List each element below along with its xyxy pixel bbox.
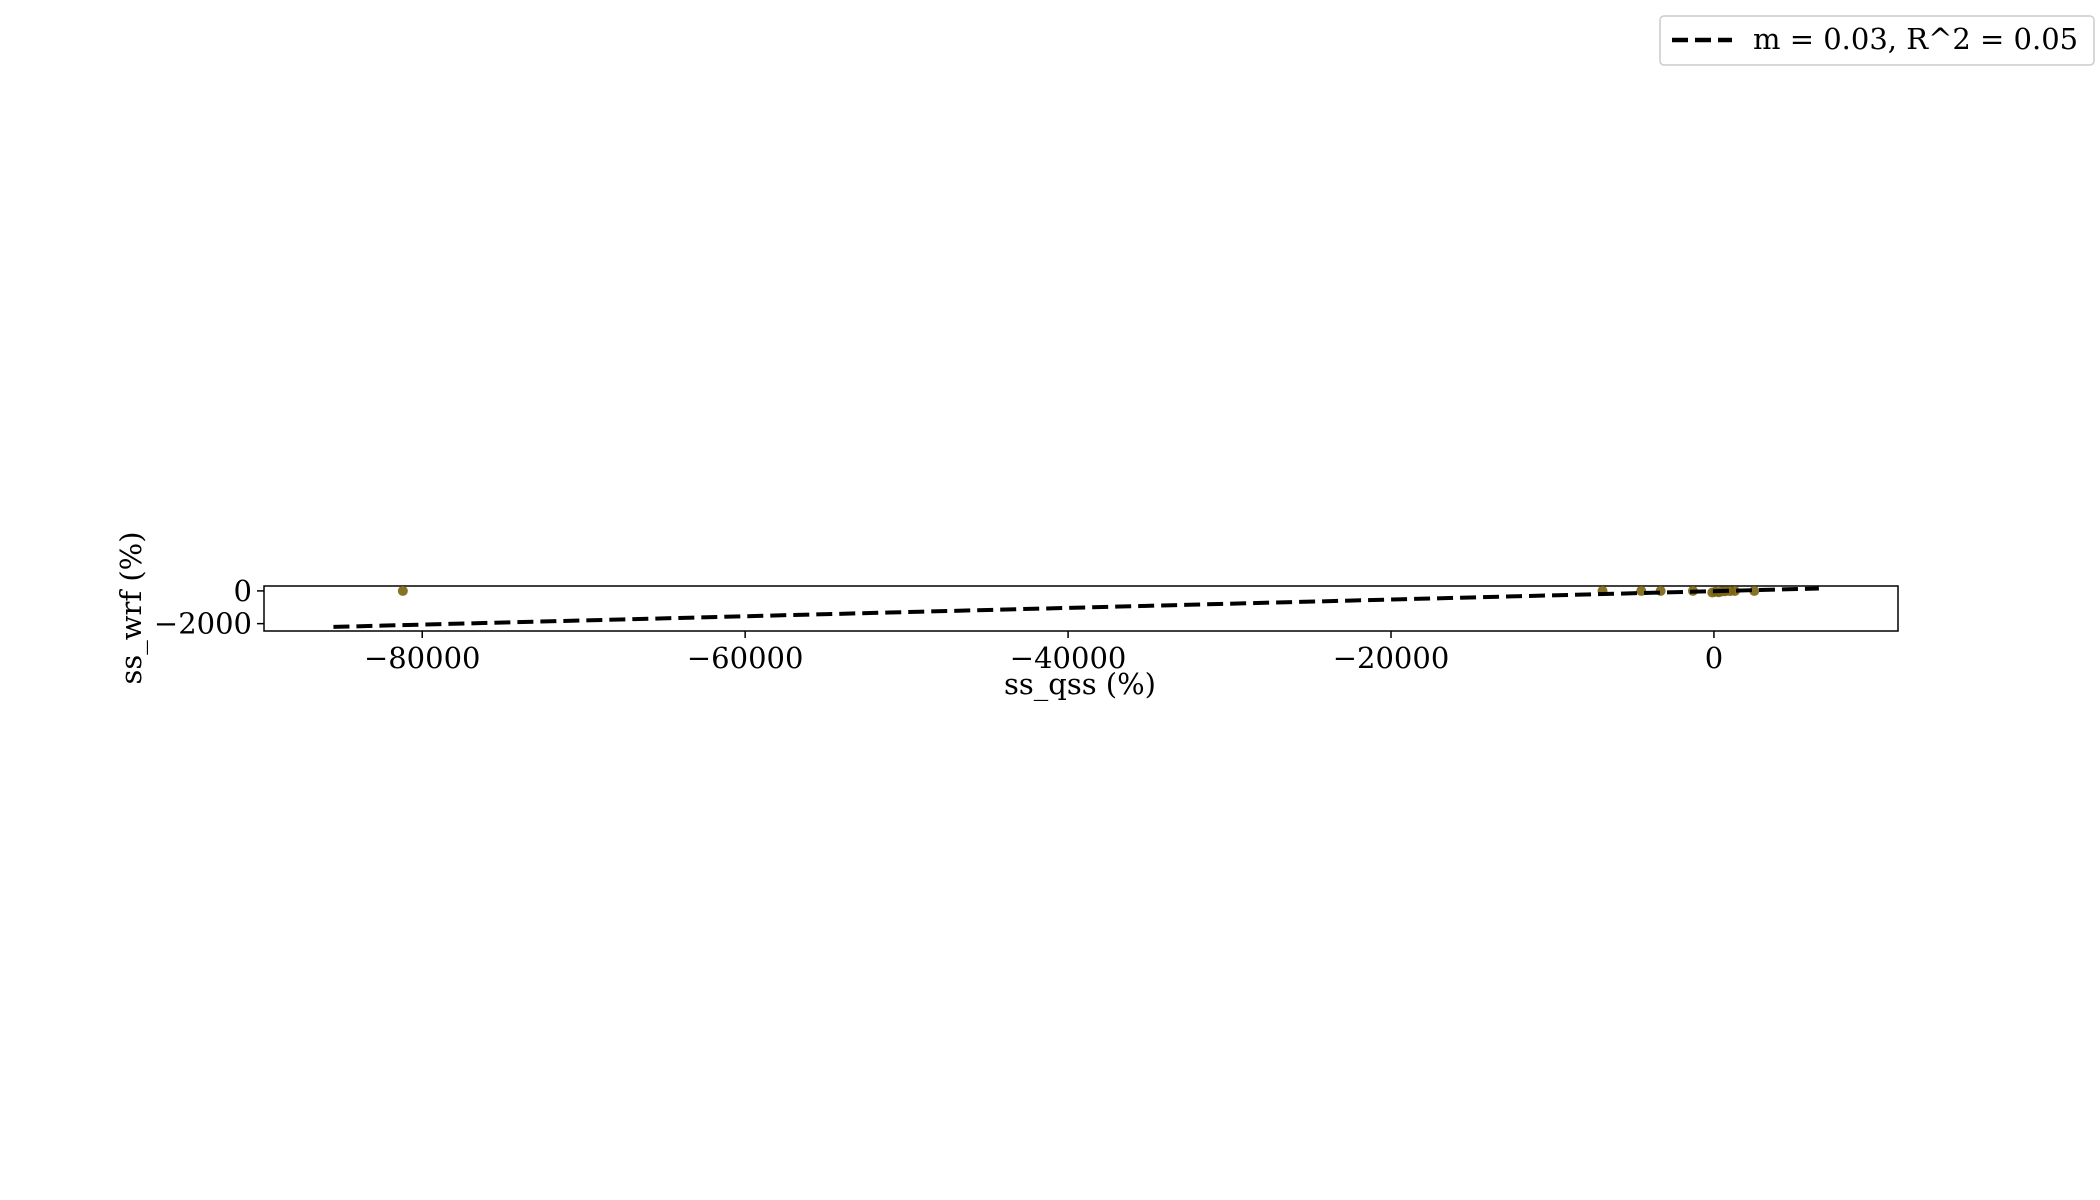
y-axis-label: ss_wrf (%) xyxy=(114,531,149,684)
x-tick-label: −60000 xyxy=(687,641,804,675)
scatter-point xyxy=(1729,585,1740,596)
fit-line xyxy=(333,586,1819,629)
x-tick-label: −80000 xyxy=(364,641,481,675)
scatter-point xyxy=(397,585,408,596)
axes-frame xyxy=(263,585,1899,632)
y-tick-label: −2000 xyxy=(154,607,252,641)
y-tick-label: 0 xyxy=(234,574,252,608)
scatter-point xyxy=(1636,585,1647,596)
x-tick-label: −20000 xyxy=(1333,641,1450,675)
legend-frame xyxy=(1659,15,2095,66)
x-tick-label: 0 xyxy=(1705,641,1723,675)
y-axis: 0−2000 xyxy=(154,574,264,641)
x-tick-label: −40000 xyxy=(1010,641,1127,675)
plot-area xyxy=(263,585,1899,632)
legend: m = 0.03, R^2 = 0.05 xyxy=(1659,15,2095,66)
x-axis-label: ss_qss (%) xyxy=(1004,667,1156,702)
x-axis: −80000 −60000 −40000 −20000 0 xyxy=(364,631,1723,675)
legend-label: m = 0.03, R^2 = 0.05 xyxy=(1753,22,2078,56)
